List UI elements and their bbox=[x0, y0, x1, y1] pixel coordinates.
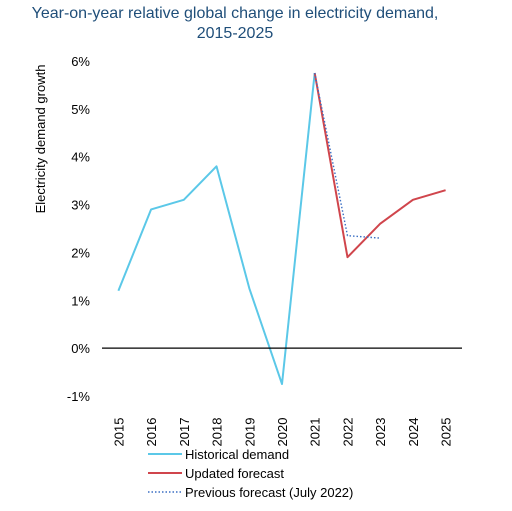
legend-label-0: Historical demand bbox=[185, 447, 289, 462]
x-tick-label: 2016 bbox=[144, 418, 159, 447]
series-line-1 bbox=[313, 72, 446, 259]
y-tick-label: 1% bbox=[71, 293, 90, 308]
y-tick-label: 6% bbox=[71, 54, 90, 69]
chart-title-line-2: 2015-2025 bbox=[196, 25, 274, 42]
x-tick-label: 2021 bbox=[308, 418, 323, 447]
x-tick-label: 2019 bbox=[242, 418, 257, 447]
legend-label-2: Previous forecast (July 2022) bbox=[185, 485, 353, 500]
y-tick-label: 3% bbox=[71, 198, 90, 213]
y-axis-ticks: -1% 0% 1% 2% 3% 4% 5% 6% bbox=[67, 54, 91, 404]
series-line-0 bbox=[117, 72, 316, 385]
x-axis-ticks: 2015 2016 2017 2018 2019 2020 2021 2022 2023 2024… bbox=[111, 418, 453, 447]
x-tick-label: 2025 bbox=[439, 418, 454, 447]
series-line-2 bbox=[314, 72, 381, 239]
x-tick-label: 2020 bbox=[275, 418, 290, 447]
series-group bbox=[117, 72, 446, 385]
x-tick-label: 2023 bbox=[373, 418, 388, 447]
x-tick-label: 2018 bbox=[210, 418, 225, 447]
y-tick-label: -1% bbox=[67, 389, 91, 404]
y-tick-label: 0% bbox=[71, 341, 90, 356]
chart-title-line-1: Year-on-year relative global change in e… bbox=[31, 5, 439, 22]
chart-title: Year-on-year relative global change in e… bbox=[0, 4, 470, 44]
x-tick-label: 2022 bbox=[340, 418, 355, 447]
y-tick-label: 4% bbox=[71, 150, 90, 165]
y-tick-label: 5% bbox=[71, 102, 90, 117]
x-tick-label: 2024 bbox=[406, 418, 421, 447]
y-tick-label: 2% bbox=[71, 245, 90, 260]
y-axis-label: Electricity demand growth bbox=[33, 65, 48, 214]
legend-label-1: Updated forecast bbox=[185, 466, 284, 481]
x-tick-label: 2017 bbox=[177, 418, 192, 447]
legend: Historical demand Updated forecast Previou… bbox=[148, 447, 353, 500]
x-tick-label: 2015 bbox=[111, 418, 126, 447]
